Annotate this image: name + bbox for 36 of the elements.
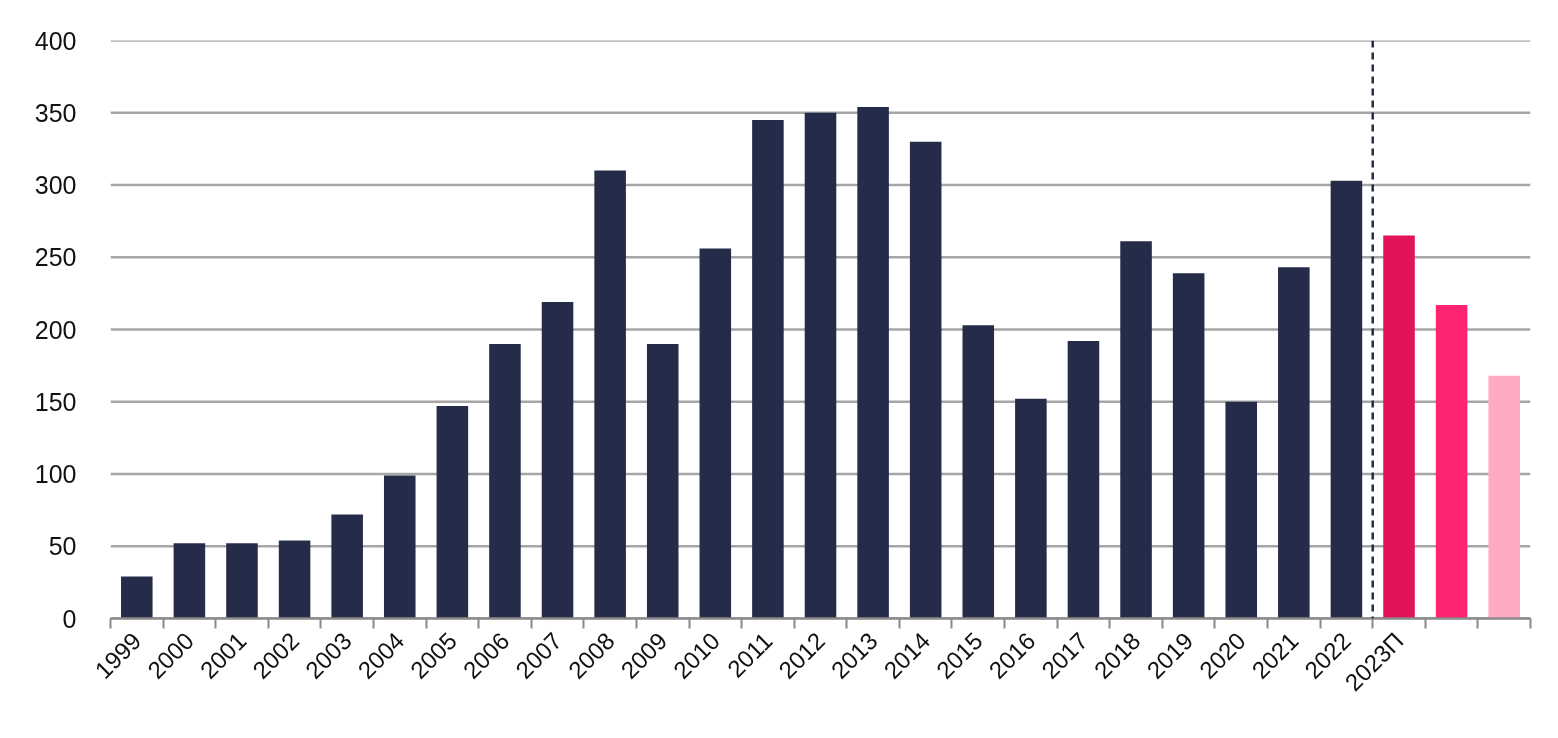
bar — [1120, 241, 1152, 619]
y-tick-label: 350 — [34, 98, 77, 127]
bar — [121, 576, 153, 619]
y-tick-label: 0 — [62, 604, 77, 633]
y-tick-label: 300 — [34, 171, 77, 199]
bar — [226, 543, 258, 619]
y-tick-label: 250 — [34, 243, 77, 272]
bar — [278, 540, 311, 619]
y-tick-label: 200 — [34, 315, 77, 344]
y-tick-label: 50 — [48, 532, 77, 561]
bar — [1015, 398, 1047, 619]
bar — [383, 475, 416, 619]
bar — [541, 302, 574, 619]
bar — [594, 170, 626, 619]
bar — [1383, 235, 1415, 619]
bar — [1330, 180, 1363, 619]
bar — [646, 343, 679, 619]
bar — [1488, 375, 1520, 619]
bar — [909, 141, 942, 619]
y-tick-label: 400 — [34, 26, 77, 55]
bar — [1172, 273, 1205, 619]
bar — [489, 343, 521, 619]
bar — [857, 106, 889, 619]
bar — [1225, 401, 1258, 619]
y-tick-label: 150 — [34, 387, 77, 416]
bar — [699, 248, 732, 619]
bar — [173, 543, 206, 619]
bar — [331, 514, 363, 619]
bar — [752, 119, 784, 619]
bar — [1435, 304, 1468, 619]
bar — [962, 325, 995, 619]
bar — [436, 406, 469, 619]
bar — [1278, 267, 1310, 619]
bar — [1067, 341, 1100, 619]
y-tick-label: 100 — [34, 460, 77, 488]
bar — [804, 112, 837, 619]
